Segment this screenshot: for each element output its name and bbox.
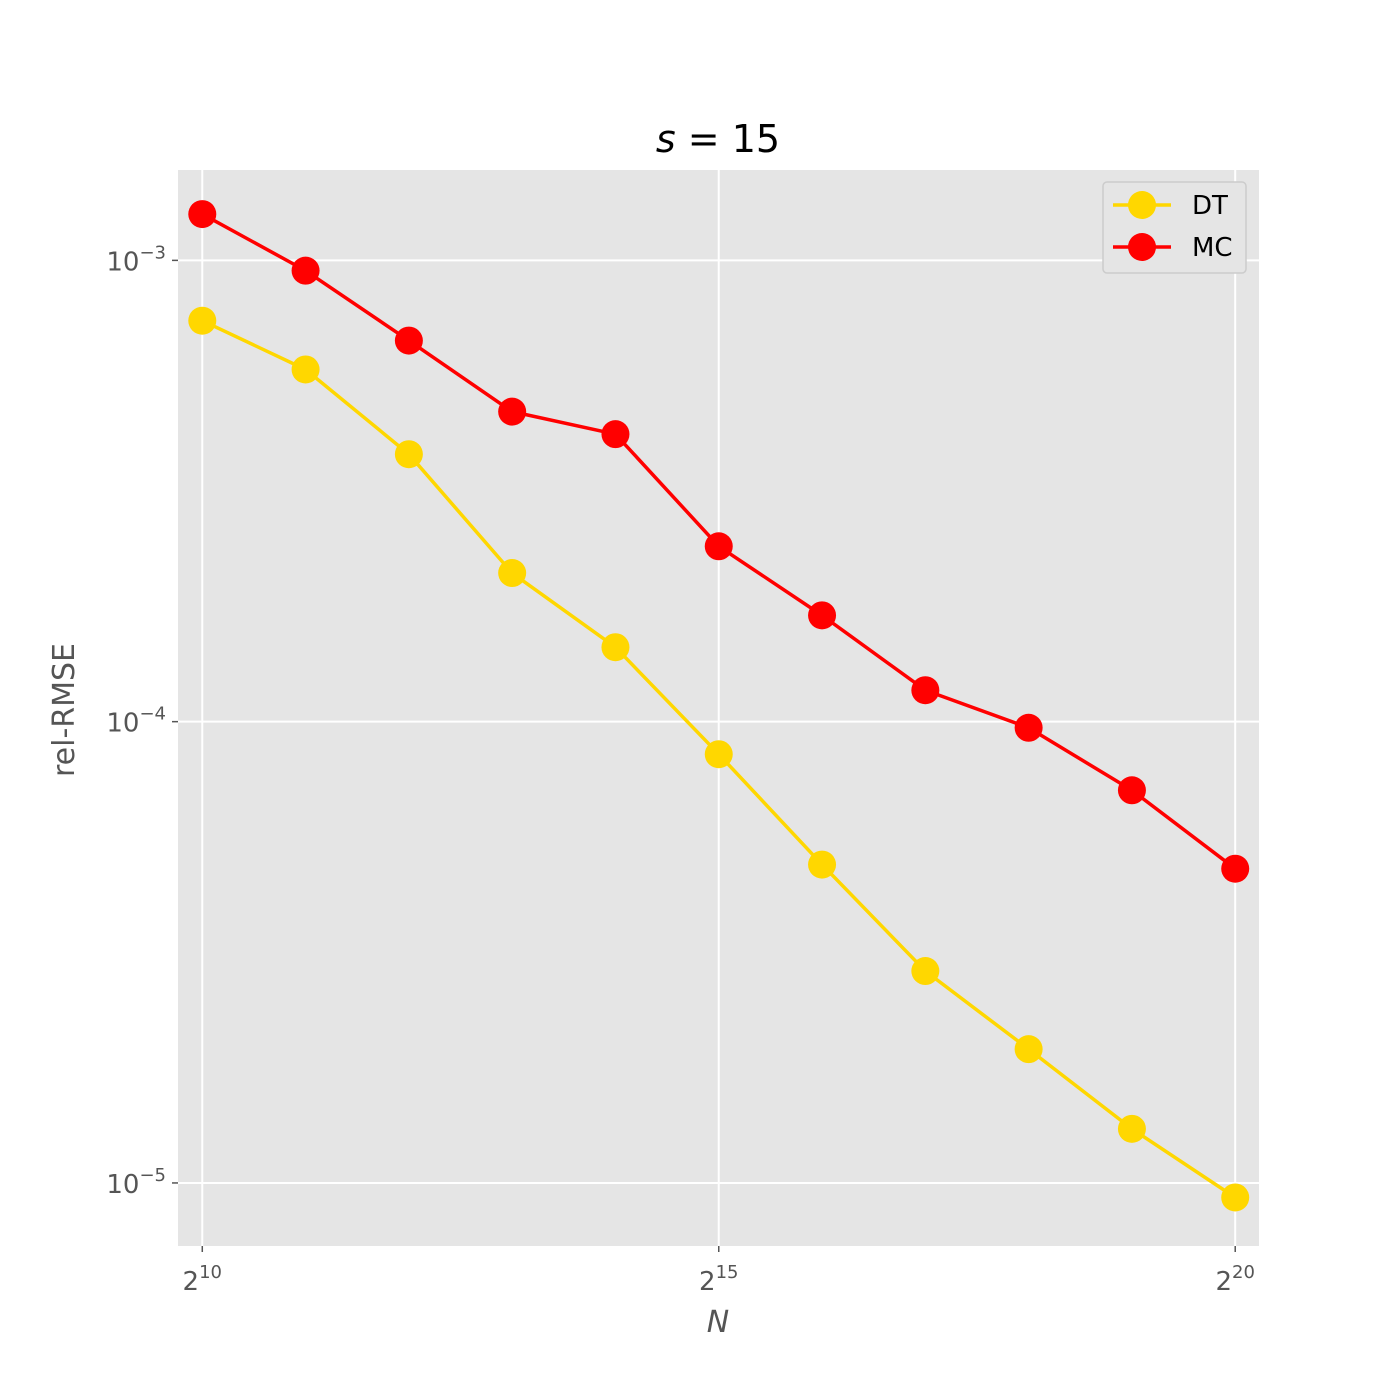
data-point-mc bbox=[704, 532, 733, 561]
x-tick-label: 210 bbox=[183, 1262, 222, 1297]
y-tick-label: 10−5 bbox=[106, 1165, 166, 1200]
series-mc bbox=[188, 200, 1250, 883]
y-axis-label: rel-RMSE bbox=[47, 643, 82, 777]
series-layer bbox=[188, 200, 1250, 1212]
data-point-dt bbox=[1221, 1183, 1250, 1212]
y-tick-label: 10−3 bbox=[106, 242, 166, 277]
data-point-dt bbox=[394, 440, 423, 469]
legend-marker-dt bbox=[1128, 191, 1156, 219]
x-tick-label: 220 bbox=[1215, 1262, 1254, 1297]
legend: DT MC bbox=[1102, 181, 1247, 274]
data-point-mc bbox=[911, 676, 940, 705]
data-point-mc bbox=[394, 326, 423, 355]
data-point-mc bbox=[188, 200, 217, 229]
x-tick-label: 215 bbox=[699, 1262, 738, 1297]
series-dt bbox=[188, 306, 1250, 1212]
data-point-dt bbox=[911, 957, 940, 986]
data-point-dt bbox=[1014, 1035, 1043, 1064]
data-point-mc bbox=[1221, 854, 1250, 883]
y-tick-label: 10−4 bbox=[106, 704, 166, 739]
x-axis-label: N bbox=[707, 1305, 729, 1340]
data-point-dt bbox=[498, 559, 527, 588]
data-point-dt bbox=[601, 633, 630, 662]
data-point-dt bbox=[704, 740, 733, 769]
data-point-mc bbox=[1014, 713, 1043, 742]
data-point-mc bbox=[808, 601, 837, 630]
data-point-dt bbox=[808, 850, 837, 879]
data-point-dt bbox=[1117, 1114, 1146, 1143]
chart-title: s = 15 bbox=[656, 117, 780, 161]
legend-label-mc: MC bbox=[1192, 233, 1233, 263]
legend-marker-mc bbox=[1128, 233, 1156, 261]
data-point-mc bbox=[291, 256, 320, 285]
data-point-mc bbox=[1117, 776, 1146, 805]
data-point-mc bbox=[498, 397, 527, 426]
data-point-dt bbox=[291, 355, 320, 384]
data-point-dt bbox=[188, 306, 217, 335]
data-point-mc bbox=[601, 420, 630, 449]
legend-label-dt: DT bbox=[1192, 191, 1228, 221]
grid bbox=[178, 170, 1259, 1246]
axis-ticks: 210 215 220 10−3 10−4 10−5 bbox=[106, 242, 1255, 1297]
